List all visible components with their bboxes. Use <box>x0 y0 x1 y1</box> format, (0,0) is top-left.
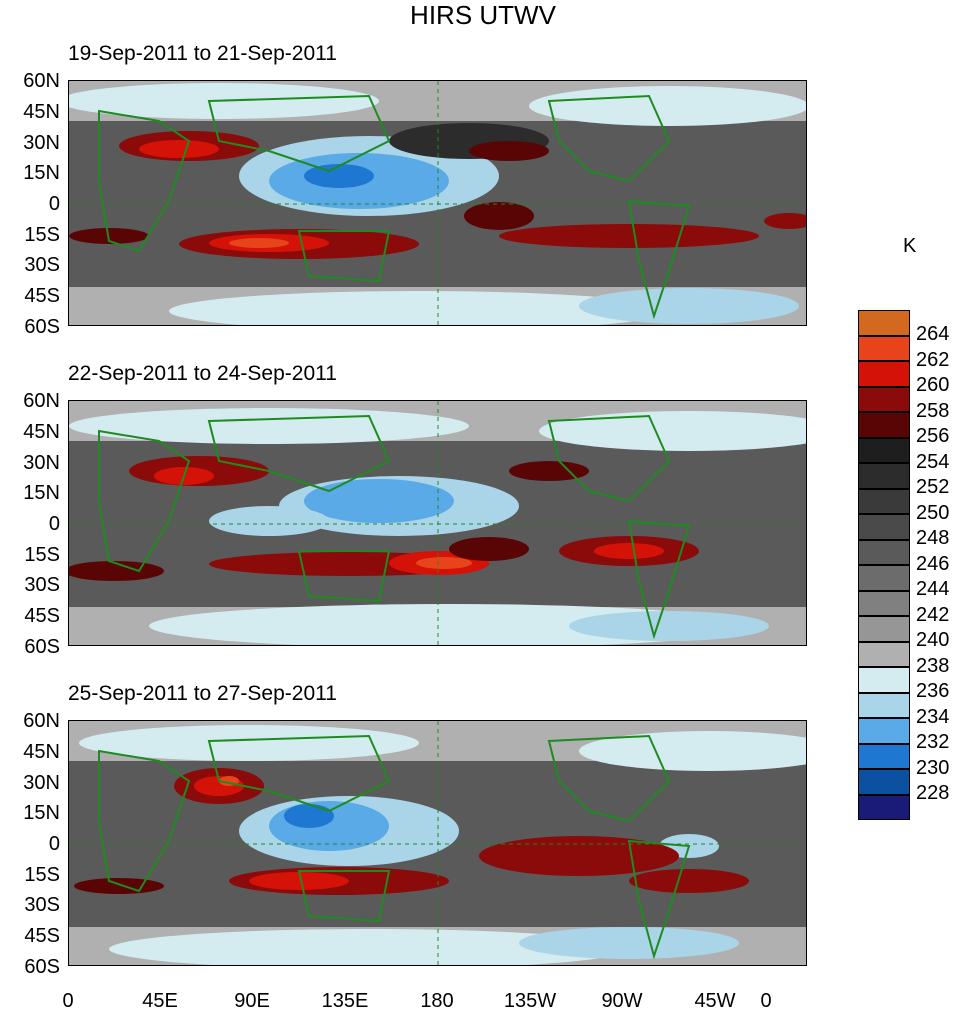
colorbar-swatch <box>858 310 910 336</box>
colorbar-swatch <box>858 437 910 463</box>
colorbar-tick-label: 240 <box>916 629 950 651</box>
colorbar-tick-label: 228 <box>916 782 950 804</box>
colorbar-swatch <box>858 769 910 795</box>
colorbar-swatch <box>858 641 910 667</box>
lon-label: 45E <box>142 990 178 1012</box>
colorbar-tick-label: 254 <box>916 451 950 473</box>
colorbar-tick-label: 234 <box>916 706 950 728</box>
colorbar-swatch <box>858 743 910 769</box>
lon-label: 0 <box>62 990 74 1012</box>
lat-label: 30N <box>23 132 60 154</box>
panel-2-title: 22-Sep-2011 to 24-Sep-2011 <box>68 362 337 385</box>
colorbar-tick-label: 256 <box>916 425 950 447</box>
colorbar-swatch <box>858 794 910 820</box>
colorbar-tick-label: 230 <box>916 757 950 779</box>
colorbar-unit: K <box>903 235 917 257</box>
lon-label: 135W <box>503 990 557 1012</box>
panel-2-field <box>69 401 806 645</box>
colorbar-tick-label: 248 <box>916 527 950 549</box>
colorbar-swatch <box>858 488 910 514</box>
colorbar-swatch <box>858 590 910 616</box>
lat-label: 60S <box>24 956 60 978</box>
lat-label: 30N <box>23 452 60 474</box>
lon-label: 90W <box>601 990 643 1012</box>
lat-label: 0 <box>48 513 60 535</box>
panel-1-field <box>69 81 806 325</box>
panel-1-title: 19-Sep-2011 to 21-Sep-2011 <box>68 42 337 65</box>
lat-label: 60S <box>24 636 60 658</box>
lat-label: 45S <box>24 285 60 307</box>
lon-label: 45W <box>694 990 736 1012</box>
colorbar-swatch <box>858 565 910 591</box>
lat-label: 0 <box>48 833 60 855</box>
colorbar-tick-label: 232 <box>916 731 950 753</box>
lat-label: 60N <box>23 70 60 92</box>
colorbar-swatch <box>858 412 910 438</box>
lat-label: 60S <box>24 316 60 338</box>
colorbar-tick-label: 252 <box>916 476 950 498</box>
colorbar-tick-label: 238 <box>916 655 950 677</box>
colorbar-swatch <box>858 692 910 718</box>
lat-label: 15N <box>23 162 60 184</box>
colorbar-tick-label: 236 <box>916 680 950 702</box>
colorbar-tick-label: 260 <box>916 374 950 396</box>
lat-label: 45S <box>24 605 60 627</box>
lat-label: 60N <box>23 710 60 732</box>
lat-label: 45S <box>24 925 60 947</box>
colorbar-swatch <box>858 361 910 387</box>
lat-label: 15N <box>23 482 60 504</box>
colorbar-tick-label: 242 <box>916 604 950 626</box>
panel-3-title: 25-Sep-2011 to 27-Sep-2011 <box>68 682 337 705</box>
lat-label: 15S <box>24 544 60 566</box>
lat-label: 30S <box>24 574 60 596</box>
lat-label: 0 <box>48 193 60 215</box>
lat-label: 15S <box>24 864 60 886</box>
lat-label: 15S <box>24 224 60 246</box>
lat-label: 30N <box>23 772 60 794</box>
lon-label: 180 <box>420 990 454 1012</box>
lat-label: 45N <box>23 741 60 763</box>
colorbar-swatch <box>858 514 910 540</box>
lon-label: 135E <box>321 990 369 1012</box>
panel-1-map <box>68 80 807 326</box>
colorbar-tick-label: 262 <box>916 349 950 371</box>
lat-label: 45N <box>23 101 60 123</box>
colorbar-swatch <box>858 386 910 412</box>
colorbar-tick-label: 246 <box>916 553 950 575</box>
panel-2-map <box>68 400 807 646</box>
colorbar-swatch <box>858 616 910 642</box>
colorbar-swatch <box>858 718 910 744</box>
panel-3-field <box>69 721 806 965</box>
lat-label: 60N <box>23 390 60 412</box>
colorbar-swatch <box>858 539 910 565</box>
colorbar-tick-label: 264 <box>916 323 950 345</box>
panel-3-map <box>68 720 807 966</box>
lat-label: 30S <box>24 894 60 916</box>
colorbar-swatch <box>858 335 910 361</box>
lat-label: 45N <box>23 421 60 443</box>
colorbar-swatch <box>858 667 910 693</box>
lon-label: 0 <box>760 990 772 1012</box>
colorbar-tick-label: 258 <box>916 400 950 422</box>
colorbar-tick-label: 244 <box>916 578 950 600</box>
figure-title: HIRS UTWV <box>410 0 556 30</box>
lon-label: 90E <box>234 990 270 1012</box>
colorbar-swatch <box>858 463 910 489</box>
lat-label: 15N <box>23 802 60 824</box>
lat-label: 30S <box>24 254 60 276</box>
colorbar-tick-label: 250 <box>916 502 950 524</box>
